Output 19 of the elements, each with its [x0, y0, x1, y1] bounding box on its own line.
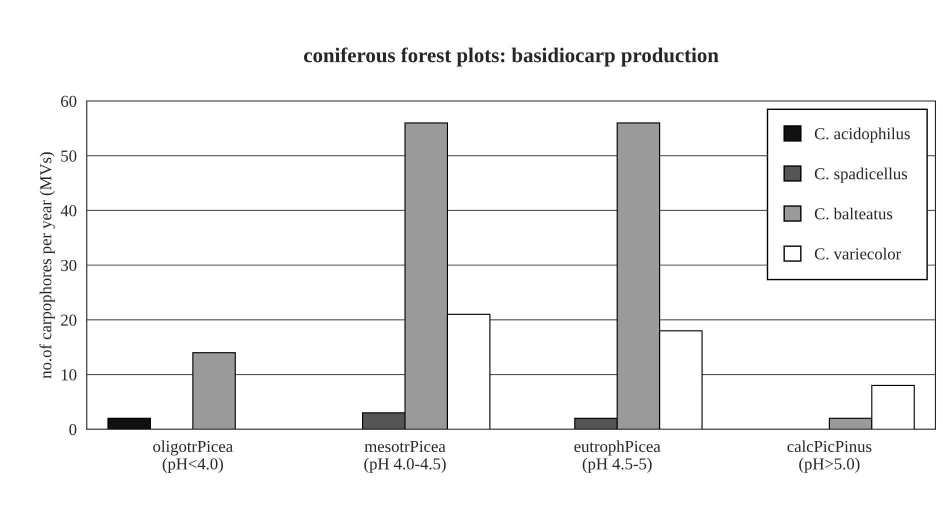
y-tick-label: 50 — [61, 150, 76, 162]
chart-title: coniferous forest plots: basidiocarp production — [304, 47, 719, 67]
y-tick-label: 0 — [69, 424, 76, 436]
y-tick-label: 60 — [61, 96, 76, 107]
bar — [107, 418, 151, 430]
x-tick-label: calcPicPinus (pH>5.0) — [787, 440, 872, 473]
y-tick-label: 30 — [61, 260, 76, 272]
y-tick-label: 10 — [62, 369, 76, 380]
y-axis-title: no.of carpophores per year (MVs) — [39, 152, 55, 378]
legend-label: C. balteatus — [814, 208, 892, 220]
bar — [192, 352, 236, 430]
legend-label: C. spadicellus — [814, 168, 908, 183]
x-tick-label: oligotrPicea (pH<4.0) — [153, 440, 233, 473]
y-tick-label: 20 — [61, 314, 76, 326]
y-tick-label: 40 — [60, 205, 76, 216]
legend-label: C. variecolor — [814, 248, 902, 260]
x-tick-label: mesotrPicea (pH 4.0-4.5) — [364, 440, 446, 473]
x-tick-label: eutrophPicea (pH 4.5-5) — [574, 440, 660, 473]
legend-label: C. acidophilus — [814, 128, 910, 143]
